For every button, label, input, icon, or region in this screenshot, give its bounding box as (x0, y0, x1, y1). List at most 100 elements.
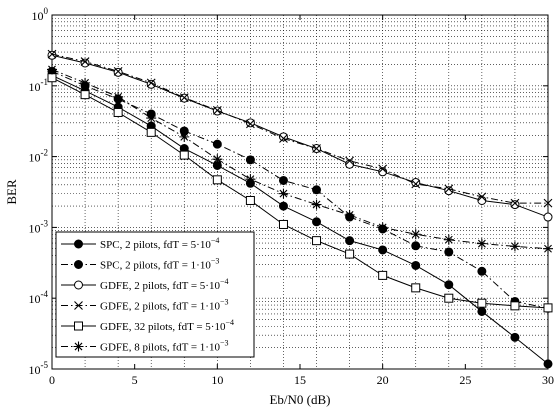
legend-label: GDFE, 8 pilots, fdT = 1·10−3 (100, 339, 229, 354)
marker-asterisk (410, 229, 421, 240)
marker-asterisk (443, 234, 454, 245)
legend: SPC, 2 pilots, fdT = 5·10−4 SPC, 2 pilots… (55, 231, 255, 358)
series-3 (47, 50, 553, 222)
marker-x (179, 93, 189, 103)
marker-x (510, 198, 520, 208)
marker-filled-circle (477, 306, 487, 316)
y-tick-label: 10-4 (29, 289, 49, 306)
marker-asterisk (377, 222, 388, 233)
y-tick-label: 10-2 (29, 148, 49, 165)
series-5 (47, 73, 553, 313)
y-tick-label: 10-3 (29, 218, 49, 235)
legend-entry: GDFE, 2 pilots, fdT = 5·10−4 (61, 277, 229, 292)
marker-open-circle (74, 280, 83, 290)
series-4 (47, 49, 553, 208)
marker-open-circle (113, 67, 123, 77)
series-layer (47, 49, 553, 369)
series-line (51, 77, 549, 309)
marker-filled-circle (312, 217, 322, 227)
marker-filled-circle (411, 241, 421, 251)
marker-filled-circle (278, 175, 288, 185)
marker-asterisk (311, 199, 322, 210)
marker-open-square (47, 73, 57, 83)
marker-x (411, 179, 421, 189)
marker-filled-circle (212, 139, 222, 149)
marker-open-square (113, 107, 123, 117)
marker-filled-circle (345, 236, 355, 246)
marker-open-square (146, 127, 156, 137)
series-line (51, 69, 549, 250)
marker-asterisk (73, 341, 84, 352)
marker-open-square (212, 175, 222, 185)
marker-asterisk (113, 91, 124, 102)
marker-open-circle (477, 195, 487, 205)
series-line (51, 70, 549, 309)
marker-asterisk (543, 243, 553, 254)
marker-open-square (543, 303, 553, 313)
marker-x (312, 144, 321, 153)
x-tick-label: 10 (211, 373, 223, 387)
marker-filled-circle (245, 155, 255, 165)
marker-open-square (444, 293, 454, 303)
marker-filled-circle (510, 332, 520, 342)
x-tick-label: 0 (49, 373, 55, 387)
marker-open-circle (543, 212, 553, 222)
marker-x (543, 198, 553, 208)
series-line (51, 54, 549, 218)
marker-open-square (411, 283, 421, 293)
series-6 (47, 64, 553, 254)
marker-asterisk (509, 241, 520, 252)
marker-filled-circle (312, 185, 322, 195)
x-tick-label: 30 (542, 373, 554, 387)
legend-label: GDFE, 2 pilots, fdT = 5·10−4 (100, 277, 229, 292)
legend-entry: SPC, 2 pilots, fdT = 5·10−4 (61, 236, 219, 251)
marker-open-square (345, 249, 355, 259)
x-tick-label: 20 (377, 373, 389, 387)
legend-entry: GDFE, 32 pilots, fdT = 5·10−4 (61, 318, 234, 333)
x-tick-label: 5 (132, 373, 138, 387)
marker-open-square (312, 236, 322, 246)
marker-asterisk (80, 77, 91, 88)
legend-label: GDFE, 2 pilots, fdT = 1·10−3 (100, 298, 229, 313)
marker-filled-circle (477, 266, 487, 276)
y-tick-label: 10-1 (29, 77, 49, 94)
marker-asterisk (212, 154, 223, 165)
marker-filled-circle (378, 245, 388, 255)
axis-ticks: 0 5 10 15 20 25 30 10-5 10-4 10-3 10-2 10-1 100 (29, 6, 555, 387)
legend-entry: SPC, 2 pilots, fdT = 1·10−3 (61, 257, 219, 272)
marker-x (345, 156, 354, 166)
marker-x (477, 192, 487, 202)
marker-asterisk (47, 64, 57, 75)
marker-filled-circle (278, 201, 288, 211)
marker-x (246, 119, 255, 129)
marker-open-square (278, 219, 288, 229)
marker-open-square (510, 301, 520, 311)
legend-label: SPC, 2 pilots, fdT = 5·10−4 (100, 236, 219, 251)
marker-asterisk (344, 209, 355, 220)
marker-open-square (378, 270, 388, 280)
marker-x (279, 134, 288, 143)
marker-asterisk (179, 131, 190, 142)
marker-open-circle (510, 200, 520, 210)
marker-asterisk (245, 174, 256, 185)
marker-filled-circle (543, 359, 553, 369)
marker-open-square (179, 150, 189, 160)
series-line (51, 74, 549, 365)
marker-filled-circle (444, 247, 454, 257)
x-tick-label: 15 (294, 373, 306, 387)
legend-entry: GDFE, 2 pilots, fdT = 1·10−3 (61, 298, 229, 313)
marker-x (113, 66, 123, 76)
marker-x (212, 105, 222, 115)
y-tick-label: 10-5 (29, 360, 49, 377)
y-axis-label: BER (4, 179, 19, 205)
marker-open-square (74, 321, 83, 331)
y-tick-label: 100 (32, 6, 49, 23)
marker-open-square (245, 195, 255, 205)
marker-open-circle (444, 186, 454, 196)
marker-open-circle (80, 58, 90, 68)
marker-x (444, 184, 454, 194)
marker-asterisk (278, 188, 289, 199)
legend-label: GDFE, 32 pilots, fdT = 5·10−4 (100, 318, 234, 333)
marker-filled-circle (444, 280, 454, 290)
